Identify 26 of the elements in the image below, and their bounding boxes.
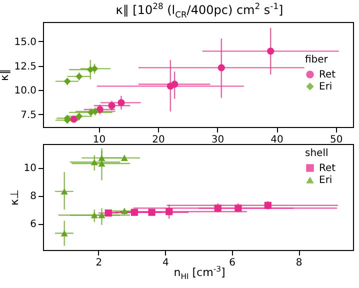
legend-label: Eri — [319, 175, 332, 186]
legend-label: Ret — [319, 70, 336, 80]
legend-title: fiber — [305, 54, 329, 66]
x-tick-label: 30 — [211, 134, 224, 146]
x-tick-label: 8 — [296, 258, 302, 268]
y-tick-label: 15.0 — [14, 36, 36, 48]
x-tick-label: 4 — [162, 258, 169, 268]
y-axis-title: κ⊥ — [8, 189, 21, 206]
y-tick-label: 7.5 — [20, 110, 36, 121]
x-tick-label: 2 — [96, 258, 102, 268]
y-tick-label: 6 — [30, 219, 36, 230]
x-tick-label: 40 — [270, 134, 284, 146]
y-tick-label: 10.0 — [14, 86, 36, 97]
x-tick-label: 6 — [229, 258, 236, 268]
y-tick-label: 10 — [24, 163, 36, 174]
legend-label: Eri — [319, 82, 332, 92]
legend-label: Ret — [319, 163, 336, 174]
x-tick-label: 10 — [92, 134, 106, 146]
y-tick-label: 12.5 — [14, 61, 36, 72]
x-tick-label: 50 — [330, 134, 343, 146]
x-axis-title: n$_{HI}$ [cm$^{-3}$] — [174, 264, 226, 282]
y-axis-title: κ∥ — [0, 69, 12, 81]
x-tick-label: 20 — [152, 134, 165, 146]
y-tick-label: 8 — [30, 191, 36, 202]
legend-title: shell — [305, 148, 328, 159]
chart-title: κ∥ [10$^{28}$ (l$_{CR}$/400pc) cm$^{2}$ s$^{-1}$] — [116, 1, 284, 20]
